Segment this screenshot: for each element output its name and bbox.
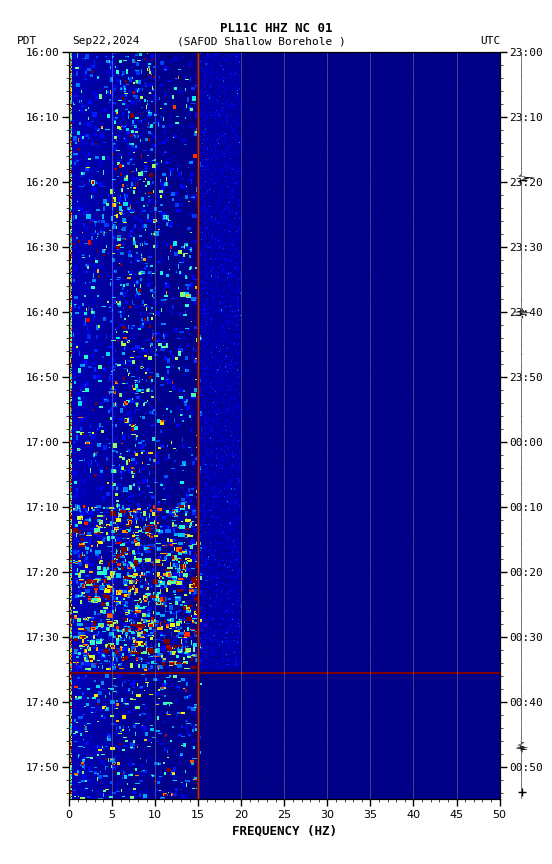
Text: PL11C HHZ NC 01: PL11C HHZ NC 01 <box>220 22 332 35</box>
Text: (SAFOD Shallow Borehole ): (SAFOD Shallow Borehole ) <box>177 36 346 47</box>
Text: PDT: PDT <box>17 36 37 47</box>
Text: UTC: UTC <box>480 36 501 47</box>
Text: Sep22,2024: Sep22,2024 <box>72 36 139 47</box>
X-axis label: FREQUENCY (HZ): FREQUENCY (HZ) <box>232 824 337 837</box>
